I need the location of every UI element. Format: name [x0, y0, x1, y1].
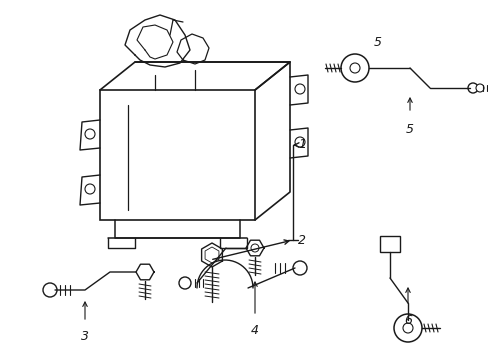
Circle shape: [250, 244, 259, 252]
Text: 4: 4: [250, 324, 259, 337]
Circle shape: [340, 54, 368, 82]
Circle shape: [179, 277, 191, 289]
Circle shape: [85, 184, 95, 194]
Circle shape: [292, 261, 306, 275]
Text: 5: 5: [405, 123, 413, 136]
Bar: [379, 236, 399, 252]
Circle shape: [475, 84, 483, 92]
Circle shape: [294, 84, 305, 94]
Circle shape: [85, 129, 95, 139]
Text: 3: 3: [81, 330, 89, 343]
Circle shape: [402, 323, 412, 333]
Text: 5: 5: [373, 36, 381, 49]
Circle shape: [349, 63, 359, 73]
Text: 6: 6: [403, 314, 411, 327]
Circle shape: [467, 83, 477, 93]
Bar: [100, 90, 254, 220]
Circle shape: [393, 314, 421, 342]
Circle shape: [294, 137, 305, 147]
Circle shape: [43, 283, 57, 297]
Text: 1: 1: [297, 139, 305, 152]
Text: 2: 2: [297, 234, 305, 247]
